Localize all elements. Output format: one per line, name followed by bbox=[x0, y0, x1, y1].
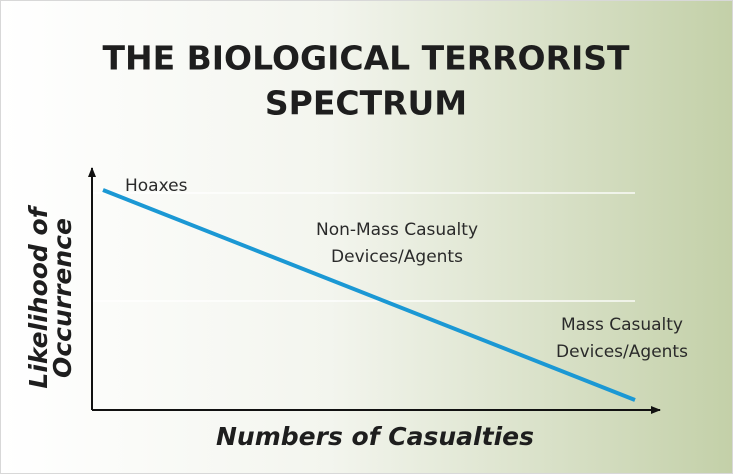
region-label: Hoaxes bbox=[125, 176, 188, 196]
y-axis-label: Occurrence bbox=[48, 218, 77, 378]
region-label: Devices/Agents bbox=[556, 342, 688, 362]
title-line: SPECTRUM bbox=[265, 84, 467, 123]
y-axis-label: Likelihood of bbox=[24, 204, 53, 388]
region-label: Devices/Agents bbox=[331, 247, 463, 267]
title-line: THE BIOLOGICAL TERRORIST bbox=[102, 39, 630, 78]
trend-line bbox=[102, 188, 636, 402]
region-label: Non-Mass Casualty bbox=[316, 220, 478, 240]
region-label: Mass Casualty bbox=[561, 315, 683, 335]
x-axis-label: Numbers of Casualties bbox=[216, 422, 534, 451]
